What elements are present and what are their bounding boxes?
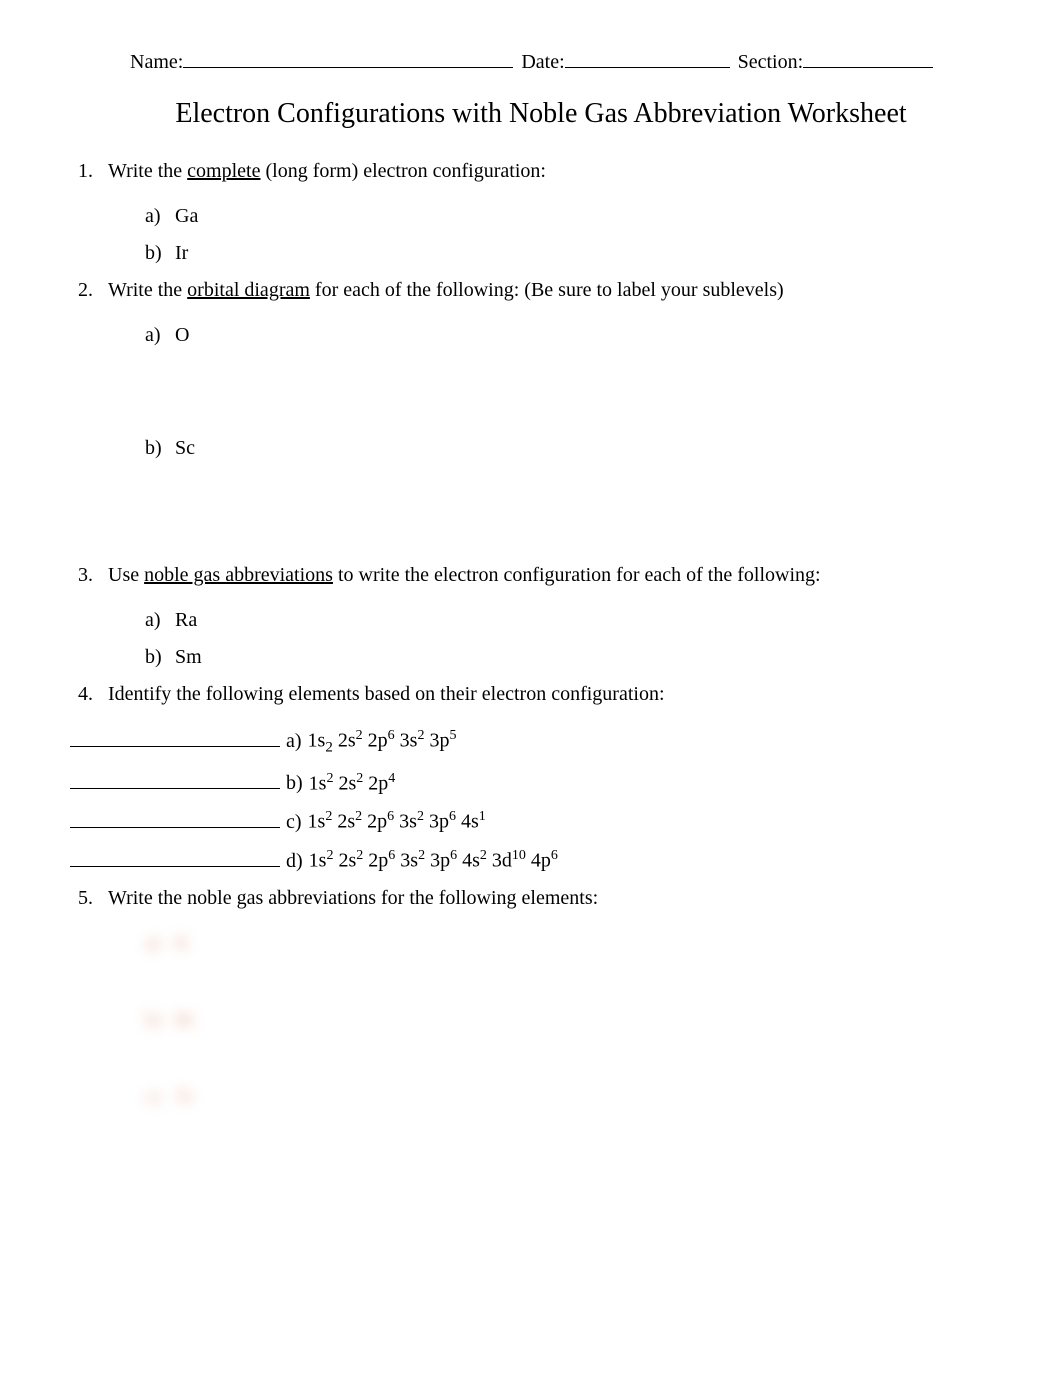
q3-post: to write the electron configuration for … (333, 564, 821, 586)
q5-b-letter: b) (145, 1009, 175, 1032)
q5-item-a: a) K (70, 932, 972, 955)
q2-item-a: a) O (70, 324, 972, 347)
q5-text: Write the noble gas abbreviations for th… (108, 887, 972, 910)
section-field: Section: (738, 50, 934, 74)
q4-item-c: c) 1s2 2s2 2p6 3s2 3p6 4s1 (70, 809, 972, 834)
name-underline[interactable] (183, 50, 513, 68)
q1-post: (long form) electron configuration: (260, 160, 545, 182)
q2-b-element: Sc (175, 437, 195, 460)
q4-d-underline[interactable] (70, 849, 280, 867)
q1-item-b: b) Ir (70, 242, 972, 265)
q5-number: 5. (78, 887, 108, 910)
q3-underlined: noble gas abbreviations (144, 564, 333, 586)
q3-a-letter: a) (145, 609, 175, 632)
name-field: Name: (130, 50, 513, 74)
q4-number: 4. (78, 683, 108, 706)
q1-item-a: a) Ga (70, 205, 972, 228)
q5-c-element: Tc (175, 1086, 195, 1109)
q4-c-underline[interactable] (70, 810, 280, 828)
q3-b-letter: b) (145, 646, 175, 669)
q4-item-a: a) 1s2 2s2 2p6 3s2 3p5 (70, 728, 972, 757)
section-underline[interactable] (803, 50, 933, 68)
date-underline[interactable] (565, 50, 730, 68)
q2-a-element: O (175, 324, 189, 347)
date-label: Date: (521, 51, 564, 74)
q5-a-element: K (175, 932, 189, 955)
q4-a-letter: a) (286, 730, 302, 753)
q2-text: Write the orbital diagram for each of th… (108, 279, 972, 302)
section-label: Section: (738, 51, 804, 74)
q2-item-b: b) Sc (70, 437, 972, 460)
q1-a-letter: a) (145, 205, 175, 228)
q1-b-element: Ir (175, 242, 188, 265)
q1-text: Write the complete (long form) electron … (108, 160, 972, 183)
q4-b-letter: b) (286, 772, 303, 795)
q5-a-letter: a) (145, 932, 175, 955)
q2-underlined: orbital diagram (187, 279, 310, 301)
header-row: Name: Date: Section: (70, 50, 972, 74)
q4-d-letter: d) (286, 850, 303, 873)
question-2: 2. Write the orbital diagram for each of… (70, 279, 972, 302)
q1-a-element: Ga (175, 205, 198, 228)
q3-number: 3. (78, 564, 108, 587)
q2-b-letter: b) (145, 437, 175, 460)
q2-a-letter: a) (145, 324, 175, 347)
q4-c-letter: c) (286, 811, 302, 834)
question-5: 5. Write the noble gas abbreviations for… (70, 887, 972, 910)
q4-a-config: 1s2 2s2 2p6 3s2 3p5 (308, 728, 457, 757)
q4-a-underline[interactable] (70, 729, 280, 747)
q3-b-element: Sm (175, 646, 202, 669)
q3-item-b: b) Sm (70, 646, 972, 669)
page-title: Electron Configurations with Noble Gas A… (70, 98, 972, 130)
q3-item-a: a) Ra (70, 609, 972, 632)
name-label: Name: (130, 51, 183, 74)
q4-item-d: d) 1s2 2s2 2p6 3s2 3p6 4s2 3d10 4p6 (70, 848, 972, 873)
question-4: 4. Identify the following elements based… (70, 683, 972, 706)
q4-b-underline[interactable] (70, 771, 280, 789)
q3-a-element: Ra (175, 609, 197, 632)
q5-c-letter: c) (145, 1086, 175, 1109)
q2-pre: Write the (108, 279, 187, 301)
q5-b-element: Bi (175, 1009, 194, 1032)
q5-item-c: c) Tc (70, 1086, 972, 1109)
q4-d-config: 1s2 2s2 2p6 3s2 3p6 4s2 3d10 4p6 (309, 848, 558, 873)
q4-item-b: b) 1s2 2s2 2p4 (70, 771, 972, 796)
q4-b-config: 1s2 2s2 2p4 (309, 771, 396, 796)
q4-text: Identify the following elements based on… (108, 683, 972, 706)
q2-post: for each of the following: (Be sure to l… (310, 279, 784, 301)
q1-pre: Write the (108, 160, 187, 182)
q5-item-b: b) Bi (70, 1009, 972, 1032)
q1-underlined: complete (187, 160, 260, 182)
q4-c-config: 1s2 2s2 2p6 3s2 3p6 4s1 (308, 809, 486, 834)
date-field: Date: (521, 50, 729, 74)
q1-number: 1. (78, 160, 108, 183)
q1-b-letter: b) (145, 242, 175, 265)
q3-text: Use noble gas abbreviations to write the… (108, 564, 972, 587)
q3-pre: Use (108, 564, 144, 586)
question-1: 1. Write the complete (long form) electr… (70, 160, 972, 183)
question-3: 3. Use noble gas abbreviations to write … (70, 564, 972, 587)
q2-number: 2. (78, 279, 108, 302)
